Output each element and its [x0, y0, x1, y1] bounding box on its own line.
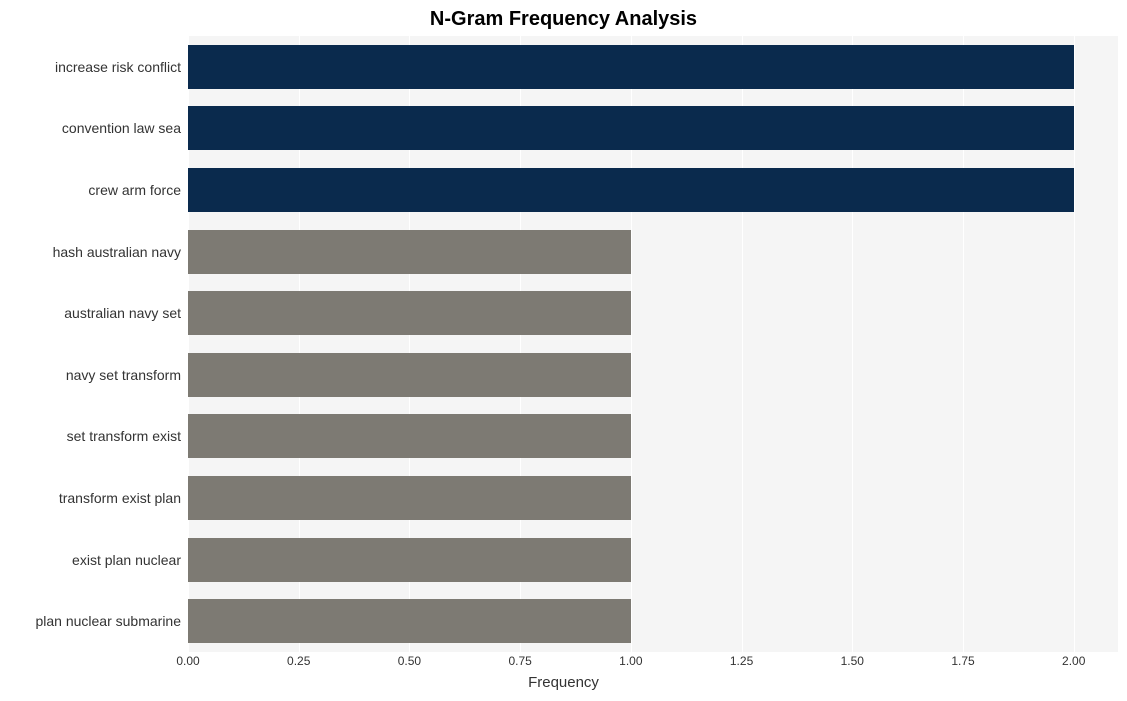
- bar: [188, 599, 631, 643]
- bar: [188, 230, 631, 274]
- y-tick-label: exist plan nuclear: [1, 538, 181, 582]
- x-tick-label: 0.00: [176, 654, 199, 668]
- bar: [188, 414, 631, 458]
- bar: [188, 538, 631, 582]
- x-tick-label: 1.75: [951, 654, 974, 668]
- x-tick-label: 0.75: [508, 654, 531, 668]
- ngram-chart: N-Gram Frequency Analysis increase risk …: [0, 0, 1127, 701]
- x-tick-label: 2.00: [1062, 654, 1085, 668]
- y-tick-label: convention law sea: [1, 106, 181, 150]
- bar: [188, 45, 1074, 89]
- bar: [188, 106, 1074, 150]
- x-tick-label: 1.25: [730, 654, 753, 668]
- bar: [188, 168, 1074, 212]
- bar: [188, 476, 631, 520]
- y-tick-label: navy set transform: [1, 353, 181, 397]
- x-tick-label: 1.50: [841, 654, 864, 668]
- y-tick-label: australian navy set: [1, 291, 181, 335]
- chart-title: N-Gram Frequency Analysis: [0, 8, 1127, 31]
- y-tick-label: transform exist plan: [1, 476, 181, 520]
- plot-area: [188, 36, 1118, 652]
- y-tick-label: hash australian navy: [1, 230, 181, 274]
- x-tick-label: 1.00: [619, 654, 642, 668]
- x-axis-label: Frequency: [0, 674, 1127, 691]
- x-tick-label: 0.50: [398, 654, 421, 668]
- bar: [188, 353, 631, 397]
- gridline: [1074, 36, 1075, 652]
- y-tick-label: set transform exist: [1, 414, 181, 458]
- y-tick-label: increase risk conflict: [1, 45, 181, 89]
- x-tick-label: 0.25: [287, 654, 310, 668]
- y-tick-label: crew arm force: [1, 168, 181, 212]
- bar: [188, 291, 631, 335]
- y-tick-label: plan nuclear submarine: [1, 599, 181, 643]
